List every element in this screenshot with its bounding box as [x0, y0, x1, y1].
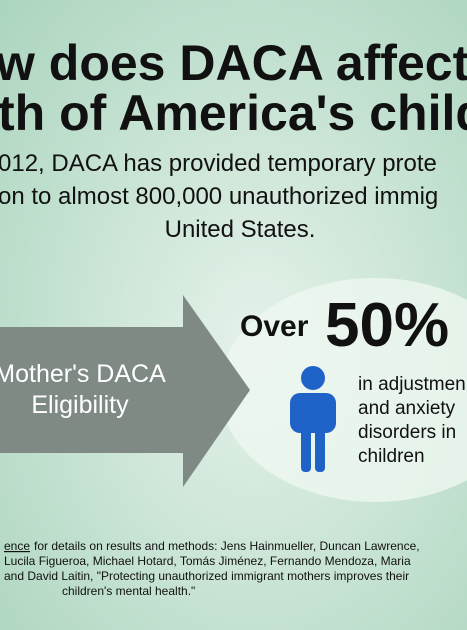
citation-line: children's mental health."	[62, 584, 195, 598]
citation-line: Lucila Figueroa, Michael Hotard, Tomás J…	[4, 554, 411, 568]
title-line: th of America's child	[0, 85, 467, 141]
citation-line: ence for details on results and methods: …	[4, 539, 420, 553]
stat-description: and anxiety	[358, 398, 456, 419]
citation-link[interactable]: ence	[4, 539, 30, 553]
subtitle-line: on to almost 800,000 unauthorized immig	[0, 183, 438, 210]
stat-value: 50%	[325, 291, 449, 360]
stat-prefix: Over	[240, 310, 309, 343]
highlight-ellipse	[220, 278, 467, 502]
subtitle-line: 012, DACA has provided temporary prote	[0, 150, 437, 177]
citation-text: for details on results and methods: Jens…	[34, 539, 420, 553]
arrow	[0, 295, 250, 487]
stat-description: in adjustmen	[358, 374, 466, 395]
arrow-label: Eligibility	[31, 391, 129, 419]
subtitle-line: United States.	[165, 216, 316, 243]
citation-line: and David Laitin, "Protecting unauthoriz…	[4, 569, 409, 583]
stat-description: children	[358, 446, 425, 467]
title-line: w does DACA affect	[0, 35, 467, 91]
stat-description: disorders in	[358, 422, 456, 443]
person-icon	[290, 366, 336, 472]
arrow-label: Mother's DACA	[0, 360, 166, 388]
